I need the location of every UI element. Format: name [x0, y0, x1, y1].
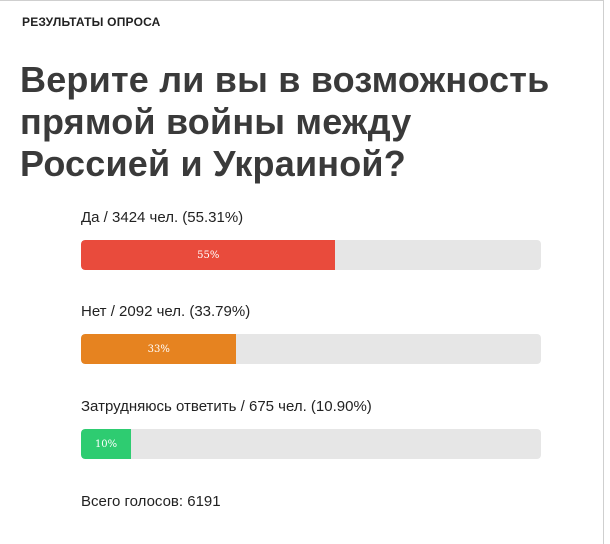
poll-option-no: Нет / 2092 чел. (33.79%) 33%	[81, 303, 541, 364]
poll-option-fill: 33%	[81, 334, 237, 364]
poll-option-track: 55%	[81, 240, 541, 270]
poll-question: Верите ли вы в возможность прямой войны …	[20, 59, 590, 185]
poll-question-line: Верите ли вы в возможность	[20, 59, 550, 100]
poll-option-track: 33%	[81, 334, 541, 364]
poll-option-fill: 10%	[81, 429, 132, 459]
poll-option-undecided: Затрудняюсь ответить / 675 чел. (10.90%)…	[81, 398, 541, 459]
poll-total-votes: Всего голосов: 6191	[81, 493, 221, 510]
poll-option-yes: Да / 3424 чел. (55.31%) 55%	[81, 209, 541, 270]
poll-option-percent: 33%	[147, 343, 170, 355]
poll-option-label: Нет / 2092 чел. (33.79%)	[81, 303, 251, 320]
poll-option-track: 10%	[81, 429, 541, 459]
poll-option-percent: 10%	[94, 438, 118, 450]
poll-question-line: прямой войны между	[20, 101, 412, 142]
poll-option-percent: 55%	[197, 249, 220, 261]
poll-option-fill: 55%	[81, 240, 336, 270]
poll-option-label: Затрудняюсь ответить / 675 чел. (10.90%)	[81, 398, 372, 415]
poll-header: РЕЗУЛЬТАТЫ ОПРОСА	[22, 15, 161, 29]
poll-option-label: Да / 3424 чел. (55.31%)	[81, 209, 244, 226]
poll-question-line: Россией и Украиной?	[20, 143, 406, 184]
